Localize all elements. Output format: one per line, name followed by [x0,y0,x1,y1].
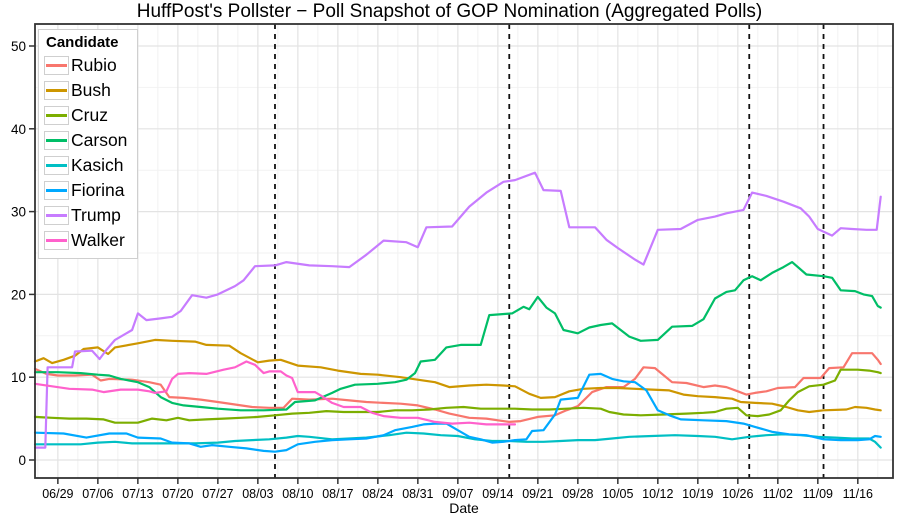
legend-line-swatch [46,189,67,192]
legend-label: Trump [71,205,121,225]
y-tick-label: 50 [11,39,26,54]
x-tick-label: 10/05 [602,487,633,501]
legend-line-swatch [46,239,67,242]
legend-item-rubio: Rubio [44,53,127,78]
series-line-carson [33,261,882,412]
legend-label: Carson [71,130,128,150]
legend-item-cruz: Cruz [44,103,127,128]
x-tick-label: 06/29 [42,487,73,501]
legend-line-swatch [46,114,67,117]
legend-label: Cruz [71,105,108,125]
legend-key-box [44,231,69,250]
legend-label: Kasich [71,155,124,175]
x-tick-label: 07/20 [162,487,193,501]
series-line-bush [33,338,882,414]
y-tick-label: 20 [11,287,26,302]
x-tick-label: 09/14 [482,487,513,501]
x-tick-label: 10/26 [722,487,753,501]
legend-key-box [44,81,69,100]
plot-panel [35,24,893,478]
legend-key-box [44,131,69,150]
x-tick-label: 11/16 [843,487,873,501]
series-line-walker [33,360,517,426]
y-tick-label: 40 [11,122,26,137]
legend-key-box [44,156,69,175]
series-line-fiorina [33,372,882,453]
x-tick-label: 08/10 [282,487,313,501]
legend-item-bush: Bush [44,78,127,103]
x-tick-label: 07/13 [122,487,153,501]
x-tick-label: 08/03 [242,487,273,501]
legend-label: Rubio [71,55,117,75]
legend-key-box [44,106,69,125]
legend-key-box [44,56,69,75]
chart-title: HuffPost's Pollster − Poll Snapshot of G… [136,1,763,22]
legend-line-swatch [46,164,67,167]
x-tick-label: 08/31 [402,487,433,501]
series-line-cruz [33,368,882,424]
y-tick-label: 10 [11,370,26,385]
x-tick-label: 07/06 [82,487,113,501]
legend-line-swatch [46,89,67,92]
y-tick-label: 30 [11,205,26,220]
legend-item-trump: Trump [44,203,127,228]
x-tick-label: 08/17 [322,487,353,501]
series-line-rubio [33,352,882,423]
legend-label: Walker [71,230,125,250]
legend-key-box [44,206,69,225]
x-tick-label: 11/02 [763,487,793,501]
legend-line-swatch [46,214,67,217]
x-tick-label: 09/21 [522,487,553,501]
x-tick-label: 09/28 [562,487,593,501]
series-line-trump [33,171,882,449]
series-line-kasich [33,431,882,449]
legend-item-walker: Walker [44,228,127,253]
legend-title: Candidate [46,34,119,51]
legend-line-swatch [46,64,67,67]
legend-item-carson: Carson [44,128,127,153]
legend-line-swatch [46,139,67,142]
legend-item-kasich: Kasich [44,153,127,178]
legend-key-box [44,181,69,200]
y-tick-label: 0 [18,453,26,468]
x-tick-label: 10/19 [682,487,713,501]
legend-item-fiorina: Fiorina [44,178,127,203]
x-tick-label: 10/12 [642,487,673,501]
x-tick-label: 09/07 [442,487,473,501]
x-tick-label: 11/09 [803,487,833,501]
x-tick-label: 07/27 [202,487,233,501]
x-tick-label: 08/24 [362,487,393,501]
chart-legend: Candidate Rubio Bush Cruz Carson Kasich Fiori… [38,29,139,259]
legend-label: Fiorina [71,180,125,200]
x-axis-title: Date [449,500,479,516]
panel-border [34,23,894,479]
legend-label: Bush [71,80,111,100]
